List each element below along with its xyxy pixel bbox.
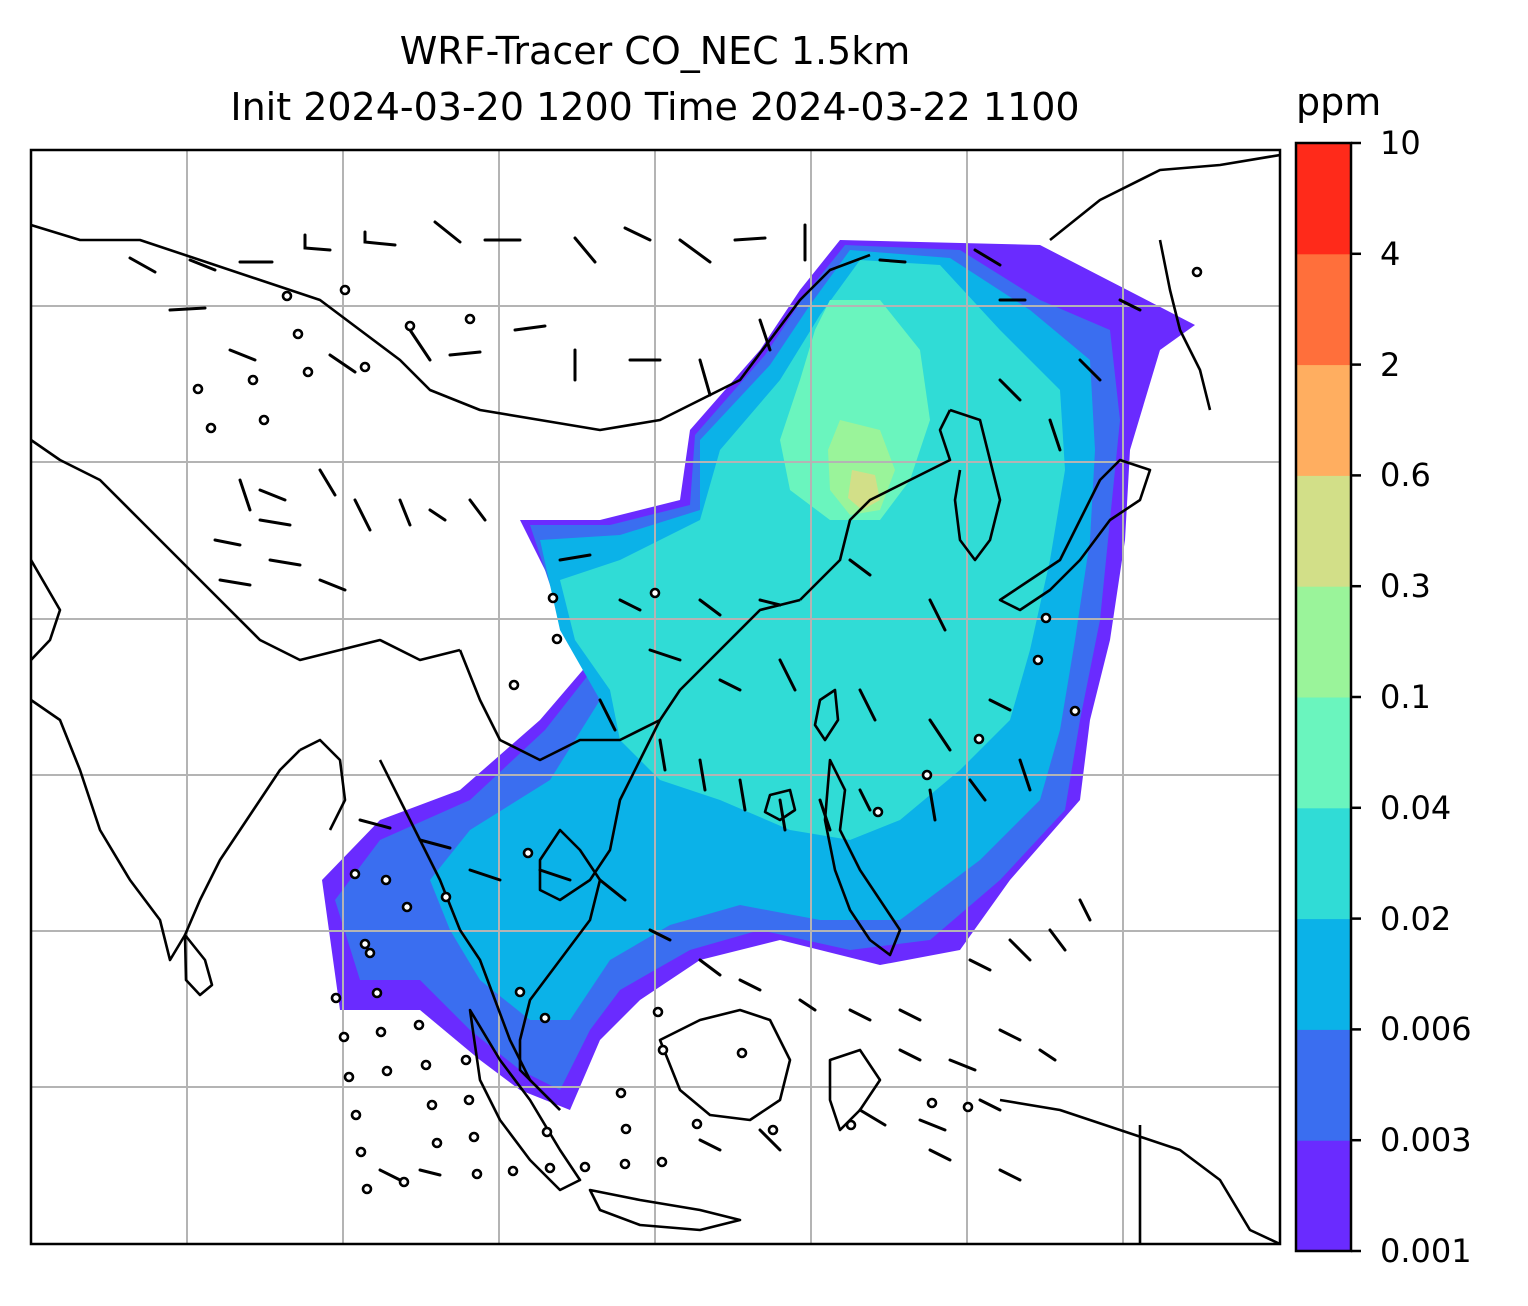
calm-markers: [192, 266, 1203, 1195]
colorbar-block: [1296, 807, 1351, 920]
colorbar-tick-label: 0.001: [1380, 1232, 1472, 1270]
sumatra: [468, 1008, 582, 1192]
tracer-field: [322, 240, 1195, 1110]
china-coast: [799, 409, 952, 601]
indian-subcontinent-coast: [31, 559, 301, 962]
chart-title-line2: Init 2024-03-20 1200 Time 2024-03-22 110…: [230, 85, 1080, 129]
field-level-0.02: [560, 260, 1065, 840]
colorbar-block: [1296, 143, 1351, 255]
colorbar-tick-label: 4: [1380, 234, 1401, 273]
colorbar-tick-label: 0.006: [1380, 1010, 1472, 1049]
taiwan: [813, 688, 840, 742]
chart-title-line1: WRF-Tracer CO_NEC 1.5km: [399, 29, 911, 73]
colorbar-block: [1296, 1140, 1351, 1252]
indochina-coast: [518, 598, 801, 1111]
central-asia-borders: [31, 223, 871, 432]
colorbar-tick-label: 0.3: [1380, 567, 1431, 606]
gridlines: [31, 150, 1280, 1244]
colorbar-block: [1296, 918, 1351, 1030]
colorbar-block: [1296, 586, 1351, 698]
colorbar-tick-label: 0.6: [1380, 456, 1431, 495]
colorbar-tick-label: 0.04: [1380, 788, 1452, 827]
colorbar-tick-label: 2: [1380, 345, 1401, 384]
java: [588, 1188, 742, 1232]
colorbar-tick-label: 0.02: [1380, 899, 1452, 938]
colorbar-block: [1296, 253, 1351, 366]
himalaya-border: [31, 438, 461, 662]
map-frame: [29, 148, 1282, 1246]
coastlines: [31, 153, 1280, 1244]
new-guinea: [999, 1098, 1280, 1244]
sri-lanka: [183, 933, 214, 997]
colorbar-block: [1296, 697, 1351, 809]
wind-barbs: [128, 220, 1142, 1182]
colorbar-ticks: [1351, 141, 1361, 1253]
borneo: [658, 1008, 792, 1122]
china-south-border: [458, 649, 661, 762]
korea: [949, 408, 1002, 562]
colorbar-block: [1296, 1029, 1351, 1141]
japan: [998, 458, 1152, 612]
colorbar-block: [1296, 475, 1351, 587]
colorbar-tick-label: 0.003: [1380, 1121, 1472, 1160]
hainan: [763, 788, 797, 822]
colorbar-tick-label: 0.1: [1380, 678, 1431, 716]
russia-far-east: [1049, 153, 1280, 411]
colorbar-unit-label: ppm: [1296, 80, 1382, 124]
colorbar-block: [1296, 364, 1351, 476]
colorbar-tick-label: 10: [1380, 124, 1421, 162]
colorbar: [1296, 143, 1351, 1252]
map-area: [31, 150, 1280, 1244]
philippines: [823, 758, 902, 957]
